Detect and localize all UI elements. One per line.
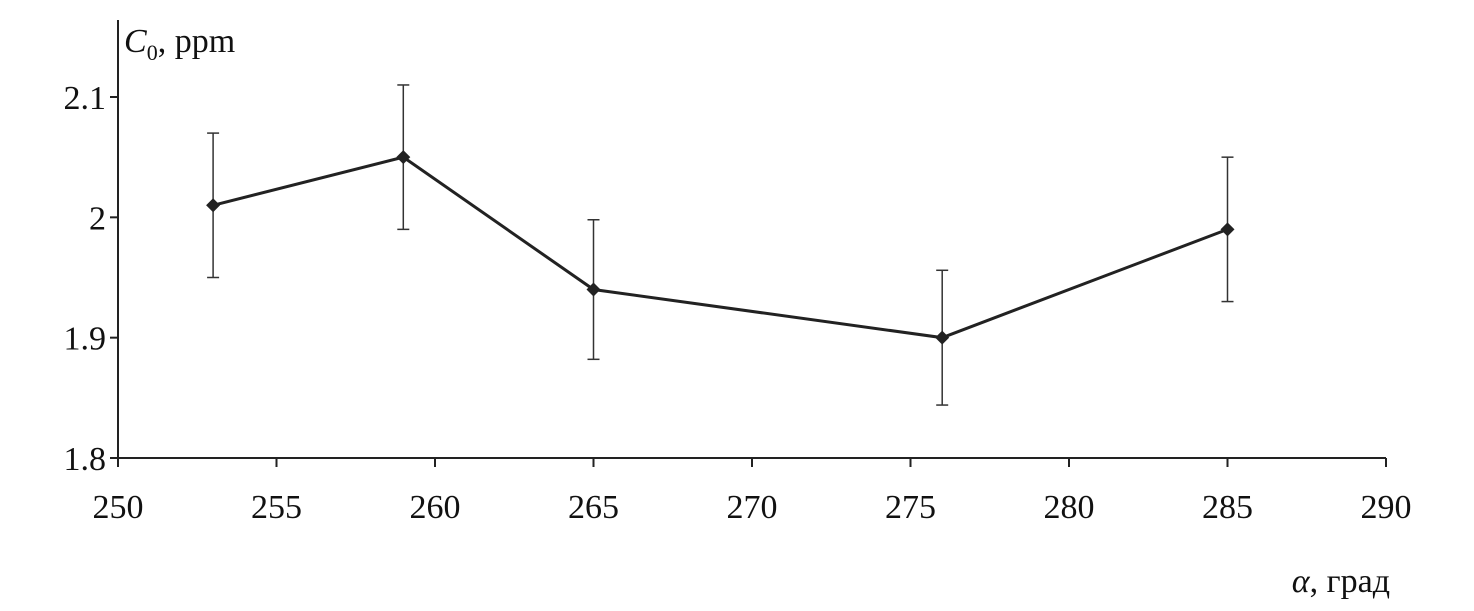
y-axis-label: C0, ppm	[124, 23, 235, 65]
y-axis-label-sub: 0	[147, 40, 158, 65]
y-tick-label: 2	[89, 200, 106, 237]
x-axis-label: α, град	[1292, 563, 1390, 600]
data-point-marker	[586, 282, 601, 297]
x-tick-label: 265	[568, 489, 619, 526]
y-tick-label: 1.9	[64, 321, 107, 358]
y-tick-label: 2.1	[64, 80, 107, 117]
axes: 250 255 260 265 270 275 280 285 290 1.8 1.9 2 2.1	[64, 20, 1412, 526]
x-axis-label-rest: , град	[1310, 563, 1390, 600]
x-tick-label: 290	[1361, 489, 1412, 526]
data-point-marker	[206, 198, 221, 213]
x-tick-label: 275	[885, 489, 936, 526]
data-point-marker	[935, 330, 950, 345]
x-tick-label: 255	[251, 489, 302, 526]
x-tick-label: 250	[93, 489, 144, 526]
x-tick-label: 285	[1202, 489, 1253, 526]
y-axis-label-main: C	[124, 23, 147, 60]
data-point-marker	[396, 150, 411, 165]
x-tick-label: 280	[1044, 489, 1095, 526]
data-point-marker	[1220, 222, 1235, 237]
series-line	[212, 155, 1229, 340]
x-axis-label-symbol: α	[1292, 563, 1311, 600]
y-tick-label: 1.8	[64, 441, 107, 478]
data-marks	[206, 84, 1235, 406]
y-axis-label-rest: , ppm	[158, 23, 235, 60]
x-tick-label: 260	[410, 489, 461, 526]
x-tick-label: 270	[727, 489, 778, 526]
